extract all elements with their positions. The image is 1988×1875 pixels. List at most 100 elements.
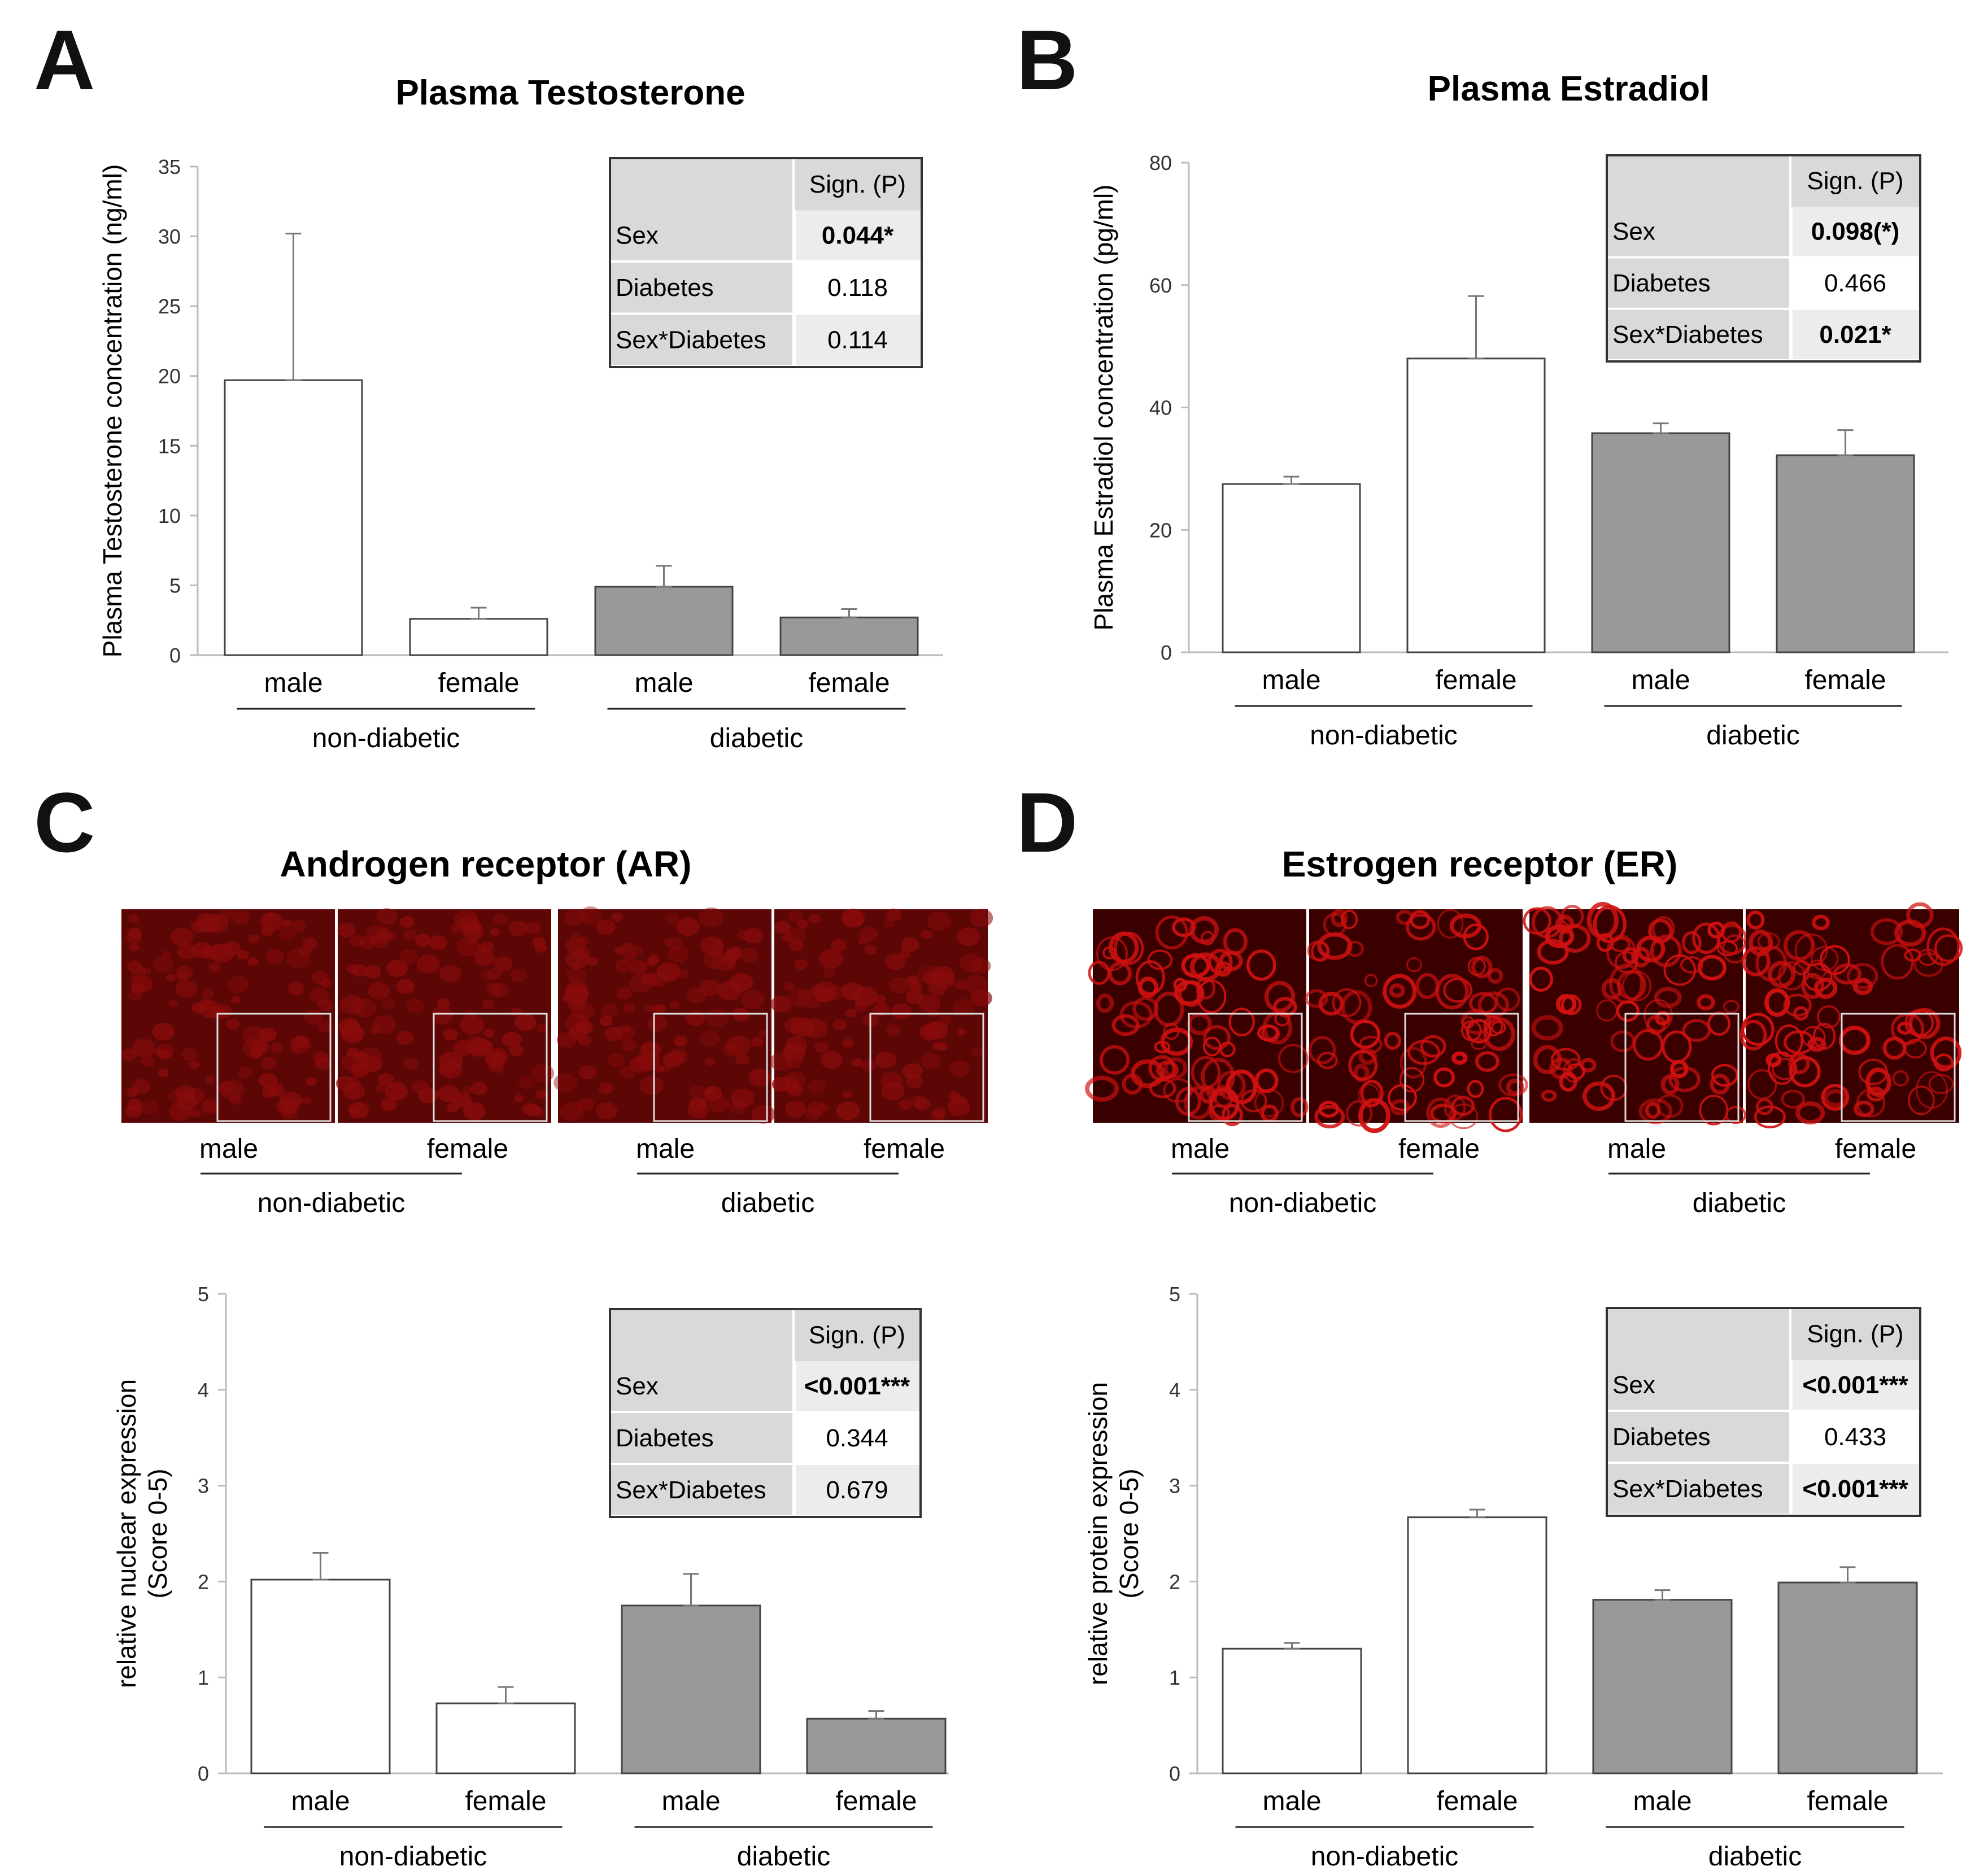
tubule-stain [1435, 974, 1469, 1010]
stats-label-cell [1607, 309, 1790, 359]
stats-header-bg [610, 1309, 921, 1361]
cell-stain [535, 1089, 548, 1099]
tubule-stain [1531, 1015, 1563, 1041]
tubule-stain [1610, 937, 1630, 952]
cell-stain [616, 987, 633, 1000]
cell-stain [377, 1073, 394, 1086]
tubule-stain [1096, 993, 1114, 1013]
tubule-stain [1390, 1098, 1410, 1116]
cell-stain [666, 913, 679, 924]
cell-stain [818, 1103, 830, 1112]
cell-stain [260, 912, 284, 931]
cell-stain [399, 949, 418, 964]
cell-stain [623, 1003, 636, 1013]
tubule-stain [1467, 1080, 1484, 1098]
micrograph-label: male [636, 1134, 695, 1164]
x-category-label: female [835, 1786, 917, 1816]
stats-value-cell [796, 1465, 921, 1515]
cell-stain [921, 930, 932, 939]
tubule-stain [1537, 939, 1569, 965]
cell-stain [317, 1020, 333, 1032]
bar-female-diabetic [1777, 1581, 1918, 1774]
cell-stain [622, 1025, 632, 1033]
tubule-stain [1130, 1059, 1165, 1088]
cell-stain [794, 959, 808, 970]
tubule-stain [1741, 946, 1771, 977]
panel-letter-c: C [34, 775, 95, 870]
cell-stain [242, 1038, 267, 1058]
cell-stain [170, 927, 194, 947]
y-tick-label: 0 [1169, 1762, 1180, 1785]
micrographs-estrogen-receptor: Estrogen receptor (ER) male female male fema… [1085, 844, 1963, 1218]
tubule-stain [1148, 1055, 1176, 1082]
stats-value-cell [796, 210, 922, 260]
cell-stain [566, 967, 586, 983]
cell-stain [705, 1009, 729, 1028]
cell-stain [647, 957, 658, 966]
cell-stain [595, 1102, 617, 1120]
tubule-stain [1471, 956, 1493, 979]
cell-stain [399, 915, 415, 928]
bar-male-diabetic [594, 586, 734, 656]
tubule-stain [1257, 1024, 1279, 1041]
cell-stain [957, 927, 980, 947]
cell-stain [699, 907, 724, 927]
cell-stain [288, 982, 304, 996]
cell-stain [226, 1018, 240, 1030]
micrograph-label: female [427, 1134, 508, 1164]
cell-stain [443, 1028, 458, 1041]
cell-stain [688, 1097, 706, 1111]
cell-stain [607, 1053, 625, 1067]
cell-stain [175, 980, 198, 998]
cell-stain [132, 1039, 156, 1058]
tubule-stain [1444, 1095, 1466, 1120]
stats-value-cell [1793, 309, 1920, 359]
cell-stain [629, 960, 648, 975]
cell-stain [337, 922, 356, 938]
cell-stain [534, 943, 547, 953]
y-axis-label: relative nuclear expression [112, 1379, 141, 1688]
stats-value-cell [1793, 207, 1920, 256]
cell-stain [704, 1058, 716, 1066]
tubule-stain [1560, 994, 1582, 1015]
cell-stain [289, 1035, 311, 1053]
tubule-stain [1420, 1035, 1446, 1058]
cell-stain [511, 1007, 524, 1017]
inset-box [1841, 1013, 1956, 1122]
x-group-label: non-diabetic [1310, 721, 1458, 751]
cell-stain [949, 1060, 970, 1077]
cell-stain [200, 1100, 219, 1115]
tubule-stain [1697, 994, 1715, 1011]
cell-stain [486, 982, 504, 997]
x-category-label: female [1807, 1786, 1888, 1816]
cell-stain [678, 969, 690, 979]
cell-stain [490, 983, 509, 998]
cell-stain [317, 999, 333, 1011]
tubule-stain [1346, 940, 1364, 957]
cell-stain [905, 989, 924, 1004]
panel-title: Androgen receptor (AR) [280, 844, 692, 884]
stats-row-label: Sex [616, 222, 659, 250]
stats-header: Sign. (P) [1807, 1320, 1903, 1348]
cell-stain [304, 1009, 323, 1024]
cell-stain [565, 980, 588, 999]
chart-plasma-testosterone: Plasma Testosterone 0 5 10 15 20 25 30 35 Plasma … [98, 73, 943, 753]
bar-female-diabetic [779, 616, 919, 656]
micrograph-male [1085, 909, 1309, 1127]
y-tick-label: 0 [198, 1762, 209, 1785]
cell-stain [158, 1068, 169, 1078]
tubule-stain [1163, 1057, 1188, 1080]
tubule-stain [1870, 918, 1903, 945]
stats-table-border [1606, 1307, 1921, 1517]
tubule-stain [1795, 1101, 1825, 1125]
cell-stain [971, 989, 992, 1007]
stats-header: Sign. (P) [809, 171, 906, 198]
cell-stain [514, 1095, 524, 1102]
tubule-stain [1767, 961, 1796, 988]
cell-stain [403, 929, 417, 941]
stats-label-cell [1607, 207, 1790, 256]
bar-male-diabetic [621, 1604, 761, 1774]
x-category-label: male [264, 668, 322, 698]
bar-male-nondiabetic [224, 379, 363, 656]
cell-stain [600, 1003, 618, 1018]
